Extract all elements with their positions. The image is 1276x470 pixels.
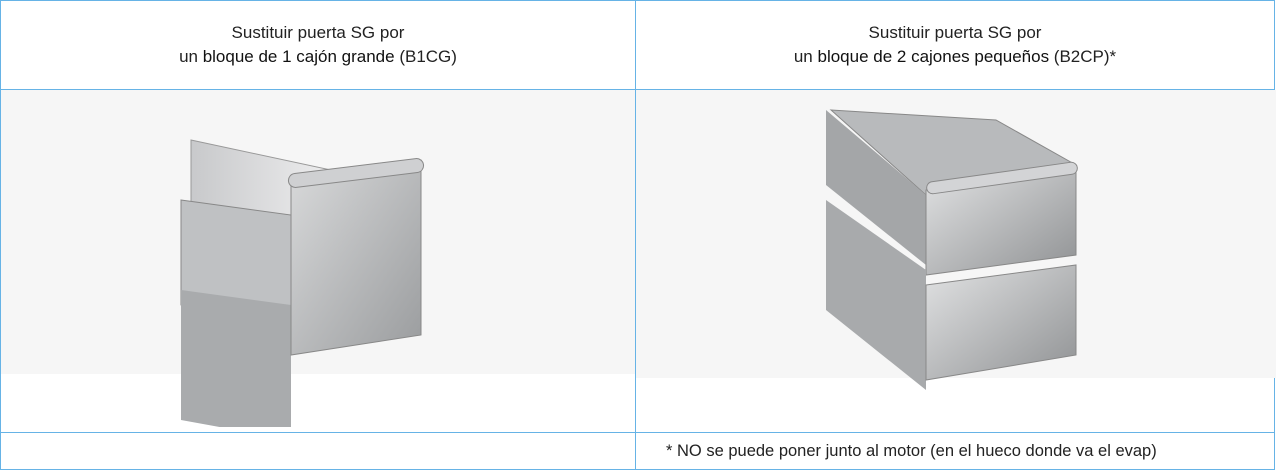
drawer-image (1, 90, 635, 440)
image-row (0, 89, 1276, 440)
text: (B1CG) (394, 47, 457, 66)
product-name: bloque de 2 cajones pequeños (817, 47, 1050, 66)
text: (B2CP)* (1049, 47, 1117, 66)
product-name: bloque de 1 cajón grande (202, 47, 395, 66)
text: un (179, 47, 203, 66)
drawer-image (636, 90, 1276, 390)
header-line: Sustituir puerta SG por (868, 23, 1042, 42)
note-row: * NO se puede poner junto al motor (en e… (0, 432, 1275, 470)
image-cell (635, 89, 1276, 433)
header-line: Sustituir puerta SG por (231, 23, 405, 42)
header-line: un bloque de 2 cajones pequeños (B2CP)* (636, 45, 1274, 69)
text: un (793, 47, 818, 66)
note-cell: * NO se puede poner junto al motor (en e… (635, 432, 1275, 470)
header-cell: Sustituir puerta SG por un bloque de 2 c… (635, 0, 1275, 90)
empty-cell (0, 432, 636, 470)
image-cell (0, 89, 636, 440)
header-line: un bloque de 1 cajón grande (B1CG) (1, 45, 635, 69)
header-row: Sustituir puerta SG por un bloque de 1 c… (0, 0, 1275, 90)
header-cell: Sustituir puerta SG por un bloque de 1 c… (0, 0, 636, 90)
